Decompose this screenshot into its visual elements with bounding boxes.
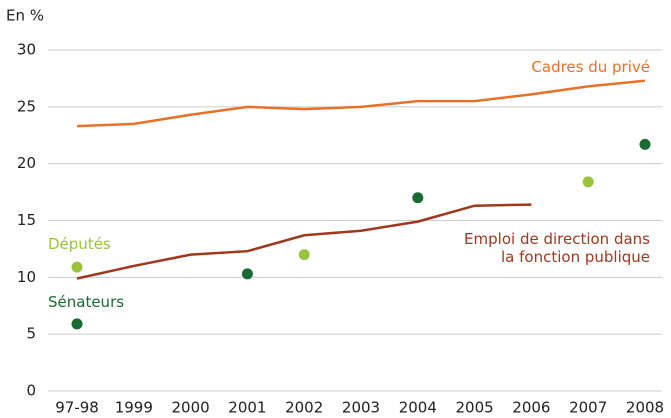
y-tick-label: 0 <box>26 382 36 400</box>
x-tick-label: 97-98 <box>55 399 99 417</box>
y-axis-label: En % <box>6 7 44 25</box>
series-label: Députés <box>48 235 111 253</box>
x-tick-label: 2003 <box>342 399 380 417</box>
y-tick-label: 20 <box>17 154 36 172</box>
x-tick-label: 2006 <box>512 399 550 417</box>
y-tick-label: 10 <box>17 268 36 286</box>
data-point <box>412 192 424 204</box>
data-point <box>639 138 651 150</box>
x-tick-label: 2001 <box>228 399 266 417</box>
series-label: Cadres du privé <box>531 58 650 76</box>
data-point <box>582 176 594 188</box>
data-point <box>241 268 253 280</box>
x-tick-label: 2000 <box>172 399 210 417</box>
y-tick-label: 5 <box>26 325 36 343</box>
data-point <box>298 249 310 261</box>
y-tick-label: 30 <box>17 41 36 59</box>
data-point <box>71 318 83 330</box>
y-tick-label: 25 <box>17 97 36 115</box>
x-tick-label: 2002 <box>285 399 323 417</box>
series-line <box>76 203 532 280</box>
data-point <box>71 261 83 273</box>
series-label: Emploi de direction dans la fonction pub… <box>464 230 650 266</box>
x-tick-label: 2005 <box>456 399 494 417</box>
y-tick-label: 15 <box>17 211 36 229</box>
x-tick-label: 2008 <box>626 399 664 417</box>
x-tick-label: 2004 <box>399 399 437 417</box>
series-line <box>76 79 646 128</box>
series-label: Sénateurs <box>48 293 125 311</box>
x-tick-label: 2007 <box>569 399 607 417</box>
x-tick-label: 1999 <box>115 399 153 417</box>
